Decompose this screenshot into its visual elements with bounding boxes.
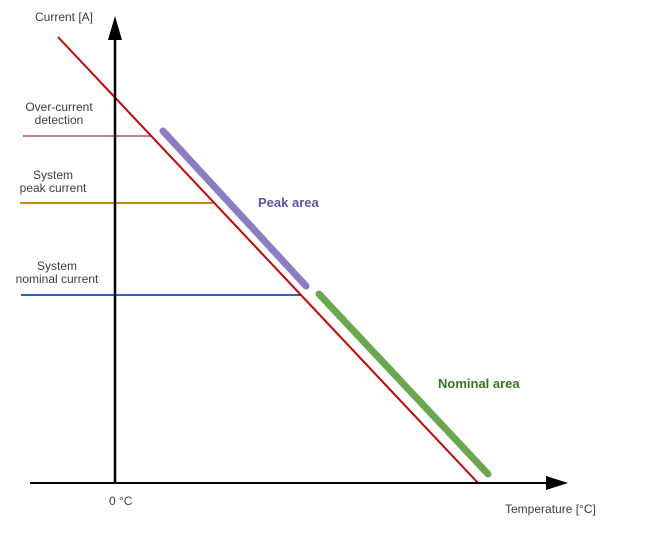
nominal-area-highlight-line: [315, 290, 492, 478]
over-current-detection-label: Over-current detection: [18, 101, 100, 127]
system-nominal-current-label-line1: System: [36, 259, 77, 273]
x-axis-arrow-icon: [546, 476, 568, 490]
system-nominal-current-label-line2: nominal current: [15, 272, 99, 286]
y-axis-label: Current [A]: [35, 10, 94, 24]
y-axis-arrow-icon: [108, 16, 122, 40]
peak-area-label: Peak area: [258, 195, 319, 210]
x-axis-zero-tick-label: 0 °C: [109, 494, 133, 508]
system-peak-current-label-line1: System: [32, 168, 73, 182]
derating-line: [57, 36, 479, 484]
system-peak-current-label-line2: peak current: [19, 181, 87, 195]
over-current-detection-label-line1: Over-current: [25, 100, 93, 114]
over-current-detection-label-line2: detection: [34, 113, 84, 127]
peak-area-highlight-line: [159, 127, 310, 290]
nominal-area-label: Nominal area: [438, 376, 520, 391]
system-peak-current-label: System peak current: [13, 169, 93, 195]
x-axis-label: Temperature [°C]: [505, 502, 596, 516]
system-nominal-current-label: System nominal current: [12, 260, 102, 286]
